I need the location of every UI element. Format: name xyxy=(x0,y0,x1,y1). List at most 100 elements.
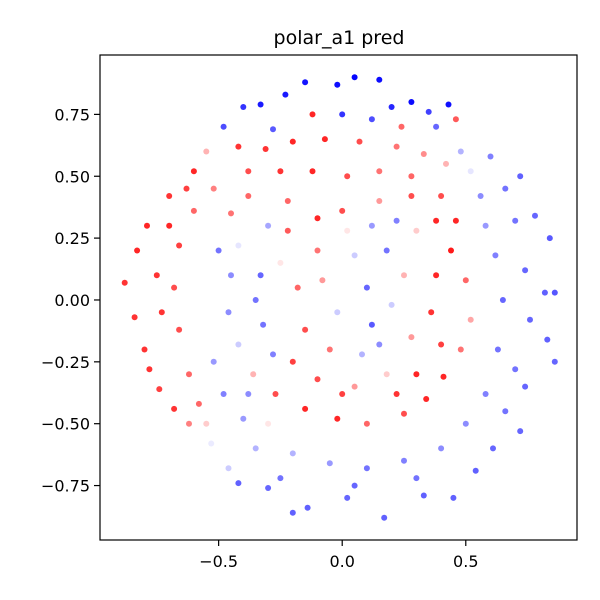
scatter-point xyxy=(277,259,284,266)
scatter-point xyxy=(210,358,217,365)
scatter-point xyxy=(482,391,489,397)
scatter-point xyxy=(225,309,232,316)
scatter-point xyxy=(245,168,252,175)
scatter-point xyxy=(171,405,178,412)
scatter-point xyxy=(265,420,272,427)
scatter-point xyxy=(351,74,358,81)
scatter-point xyxy=(363,420,370,427)
scatter-point xyxy=(344,227,351,234)
scatter-point xyxy=(438,341,445,348)
scatter-point xyxy=(272,391,279,397)
scatter-point xyxy=(428,309,435,316)
scatter-point xyxy=(270,126,276,133)
scatter-point xyxy=(401,457,407,464)
scatter-point xyxy=(289,509,296,516)
scatter-point xyxy=(235,480,242,487)
points-layer xyxy=(121,74,558,521)
scatter-point xyxy=(195,400,202,407)
scatter-point xyxy=(176,242,183,249)
scatter-point xyxy=(190,207,197,214)
scatter-point xyxy=(319,277,326,284)
scatter-point xyxy=(289,450,296,457)
x-axis: −0.5 0.0 0.5 xyxy=(199,540,479,571)
scatter-point xyxy=(351,482,358,489)
scatter-point xyxy=(494,346,501,353)
scatter-point xyxy=(220,123,227,130)
scatter-point xyxy=(490,445,496,452)
scatter-point xyxy=(250,371,257,378)
scatter-point xyxy=(277,168,284,175)
scatter-point xyxy=(309,111,316,118)
scatter-point xyxy=(492,252,499,259)
scatter-point xyxy=(235,143,242,150)
scatter-point xyxy=(448,247,454,254)
scatter-point xyxy=(393,391,400,397)
scatter-point xyxy=(339,111,346,118)
y-tick-label: −0.25 xyxy=(41,353,90,372)
scatter-point xyxy=(376,198,383,204)
scatter-point xyxy=(334,415,341,422)
scatter-point xyxy=(502,185,509,192)
scatter-point xyxy=(452,217,459,224)
scatter-point xyxy=(257,101,264,108)
y-tick-label: 0.75 xyxy=(54,105,90,124)
scatter-point xyxy=(393,143,400,150)
scatter-point xyxy=(344,494,351,501)
scatter-point xyxy=(183,185,190,192)
scatter-point xyxy=(171,284,178,291)
scatter-point xyxy=(517,173,524,180)
scatter-point xyxy=(541,289,548,296)
scatter-point xyxy=(153,272,160,279)
scatter-point xyxy=(225,465,232,472)
scatter-point xyxy=(376,341,383,348)
scatter-point xyxy=(144,222,150,229)
scatter-point xyxy=(282,91,289,98)
scatter-point xyxy=(368,321,375,328)
chart-title: polar_a1 pred xyxy=(274,27,405,49)
scatter-point xyxy=(388,301,395,308)
scatter-point xyxy=(314,215,321,222)
scatter-point xyxy=(433,217,440,224)
scatter-point xyxy=(443,160,449,167)
scatter-point xyxy=(551,358,558,365)
scatter-point xyxy=(304,504,311,511)
scatter-point xyxy=(294,284,301,291)
scatter-point xyxy=(252,445,259,452)
scatter-point xyxy=(265,485,272,491)
scatter-point xyxy=(408,334,415,341)
scatter-point xyxy=(262,146,269,152)
scatter-point xyxy=(302,405,309,412)
x-tick-label: 0.0 xyxy=(329,552,354,571)
scatter-point xyxy=(141,346,148,353)
scatter-point xyxy=(383,371,390,378)
scatter-point xyxy=(413,371,420,378)
scatter-point xyxy=(457,148,464,155)
scatter-point xyxy=(156,386,163,393)
scatter-point xyxy=(450,494,457,501)
scatter-point xyxy=(420,151,427,157)
scatter-point xyxy=(438,445,445,452)
scatter-point xyxy=(433,272,440,279)
scatter-point xyxy=(302,326,309,333)
scatter-point xyxy=(208,440,215,447)
y-tick-label: −0.75 xyxy=(41,477,90,496)
scatter-point xyxy=(363,465,370,472)
scatter-point xyxy=(339,391,346,397)
scatter-point xyxy=(228,210,234,217)
x-tick-label: 0.5 xyxy=(453,552,478,571)
scatter-point xyxy=(284,198,291,204)
scatter-point xyxy=(401,410,407,417)
y-axis: −0.75 −0.50 −0.25 0.00 0.25 0.50 0.75 xyxy=(41,105,100,496)
scatter-point xyxy=(351,252,358,259)
scatter-point xyxy=(186,420,192,427)
scatter-point xyxy=(240,104,247,110)
scatter-point xyxy=(401,272,407,279)
scatter-point xyxy=(383,247,390,254)
scatter-point xyxy=(467,316,474,323)
scatter-point xyxy=(270,351,276,358)
scatter-point xyxy=(235,341,242,348)
scatter-point xyxy=(413,475,420,482)
scatter-point xyxy=(252,297,259,303)
scatter-point xyxy=(121,279,128,286)
scatter-point xyxy=(546,235,553,242)
